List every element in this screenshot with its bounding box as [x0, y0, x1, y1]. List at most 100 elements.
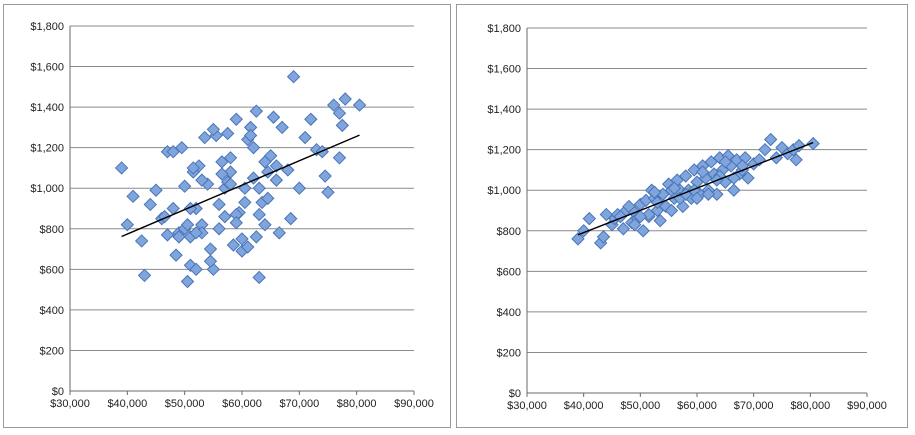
y-tick-label: $1,000 [487, 185, 521, 197]
x-tick-label: $70,000 [734, 400, 774, 412]
x-tick-label: $30,000 [50, 398, 90, 410]
x-tick-label: $70,000 [279, 398, 319, 410]
data-point [215, 167, 229, 181]
data-point [261, 191, 275, 206]
data-point [160, 228, 175, 242]
data-point [321, 185, 335, 199]
data-point [137, 268, 152, 283]
data-point [653, 213, 667, 228]
data-point [338, 92, 352, 106]
data-point [126, 189, 140, 204]
y-tick-label: $600 [40, 264, 64, 276]
data-point [667, 181, 682, 195]
y-tick-label: $1,200 [487, 145, 521, 157]
y-tick-label: $600 [497, 266, 521, 278]
x-tick-label: $80,000 [337, 398, 377, 410]
data-point [272, 226, 286, 240]
data-point [218, 209, 232, 224]
x-tick-label: $90,000 [394, 398, 434, 410]
data-point [212, 222, 226, 236]
y-tick-label: $1,200 [30, 143, 64, 155]
data-point [180, 218, 195, 232]
data-point [284, 211, 298, 226]
data-point [226, 238, 241, 252]
data-point [647, 185, 662, 199]
data-point [352, 98, 367, 112]
data-point [120, 218, 135, 232]
data-point [695, 165, 710, 179]
x-tick-label: $40,000 [107, 398, 147, 410]
data-point [627, 217, 642, 232]
data-point [298, 130, 312, 145]
data-point [636, 224, 650, 238]
data-point [582, 211, 597, 226]
data-point [114, 161, 129, 175]
x-tick-label: $60,000 [222, 398, 262, 410]
data-point [332, 151, 347, 165]
data-point [235, 232, 249, 246]
x-tick-label: $80,000 [790, 400, 830, 412]
data-point [327, 98, 341, 112]
data-point [186, 161, 200, 175]
data-point [212, 197, 226, 212]
y-tick-label: $0 [52, 386, 64, 398]
data-point [252, 270, 266, 285]
data-point [249, 230, 264, 244]
scatter-plot-right: $0 $200 $400 $600 $800 $1,000 $1,200 $1,400 $1,6… [487, 23, 887, 412]
data-point [166, 145, 180, 159]
data-point [169, 248, 183, 262]
x-tick-label: $30,000 [507, 400, 547, 412]
y-tick-label: $1,800 [30, 21, 64, 33]
data-point [806, 136, 820, 151]
data-point [252, 181, 266, 195]
data-point [229, 112, 243, 126]
x-tick-label: $40,000 [564, 400, 604, 412]
y-tick-label: $1,000 [30, 183, 64, 195]
y-tick-label: $800 [40, 224, 64, 236]
y-tick-label: $400 [497, 307, 521, 319]
data-point [332, 106, 347, 120]
y-tick-label: $800 [497, 226, 521, 238]
scatter-chart-right: $0 $200 $400 $600 $800 $1,000 $1,200 $1,400 $1,6… [456, 4, 908, 428]
data-point [286, 69, 301, 84]
data-point [718, 155, 733, 169]
data-point [318, 169, 332, 183]
data-point [189, 226, 203, 240]
data-point [252, 207, 266, 222]
data-point [701, 187, 716, 201]
x-tick-label: $60,000 [677, 400, 717, 412]
data-point [763, 132, 778, 147]
data-point [789, 153, 803, 167]
data-point [203, 242, 218, 256]
y-tick-label: $1,400 [30, 102, 64, 114]
data-point [292, 181, 307, 195]
x-tick-label: $50,000 [165, 398, 205, 410]
y-tick-label: $0 [509, 388, 521, 400]
data-point [678, 169, 693, 183]
data-point [633, 209, 648, 224]
data-point [238, 195, 252, 210]
data-point [198, 130, 212, 145]
y-tick-label: $1,800 [487, 23, 521, 35]
data-point [258, 155, 272, 169]
data-point [249, 104, 264, 118]
data-point [758, 142, 772, 157]
scatter-chart-left: $0 $200 $400 $600 $800 $1,000 $1,200 $1,400 $1,6… [3, 4, 451, 428]
trendline [577, 141, 814, 236]
y-tick-label: $1,600 [487, 64, 521, 76]
data-point [596, 230, 611, 244]
trendline [121, 134, 360, 238]
scatter-plot-left: $0 $200 $400 $600 $800 $1,000 $1,200 $1,400 $1,6… [30, 21, 434, 410]
data-point [206, 122, 221, 137]
data-point [258, 218, 272, 232]
data-point [172, 230, 186, 244]
y-tick-label: $1,400 [487, 104, 521, 116]
data-point [664, 203, 679, 218]
y-tick-label: $200 [497, 347, 521, 359]
data-point [269, 173, 284, 187]
data-point [304, 112, 318, 126]
data-point [177, 179, 192, 193]
x-tick-label: $50,000 [620, 400, 660, 412]
data-point [203, 254, 218, 268]
data-point [690, 191, 704, 206]
